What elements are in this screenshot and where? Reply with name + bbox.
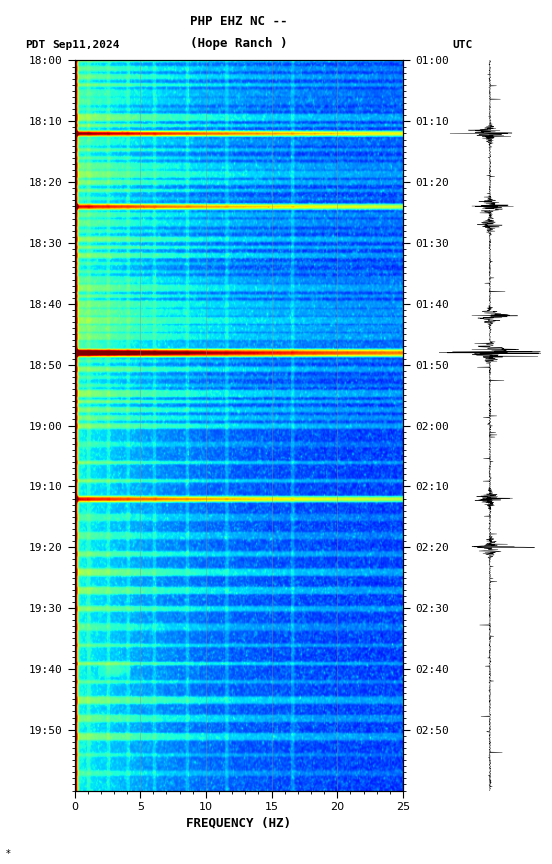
Text: PHP EHZ NC --: PHP EHZ NC -- — [190, 15, 288, 28]
Text: (Hope Ranch ): (Hope Ranch ) — [190, 37, 288, 50]
Text: Sep11,2024: Sep11,2024 — [52, 40, 120, 50]
Text: PDT: PDT — [25, 40, 45, 50]
Text: *: * — [6, 849, 10, 859]
Text: UTC: UTC — [453, 40, 473, 50]
X-axis label: FREQUENCY (HZ): FREQUENCY (HZ) — [186, 816, 291, 829]
